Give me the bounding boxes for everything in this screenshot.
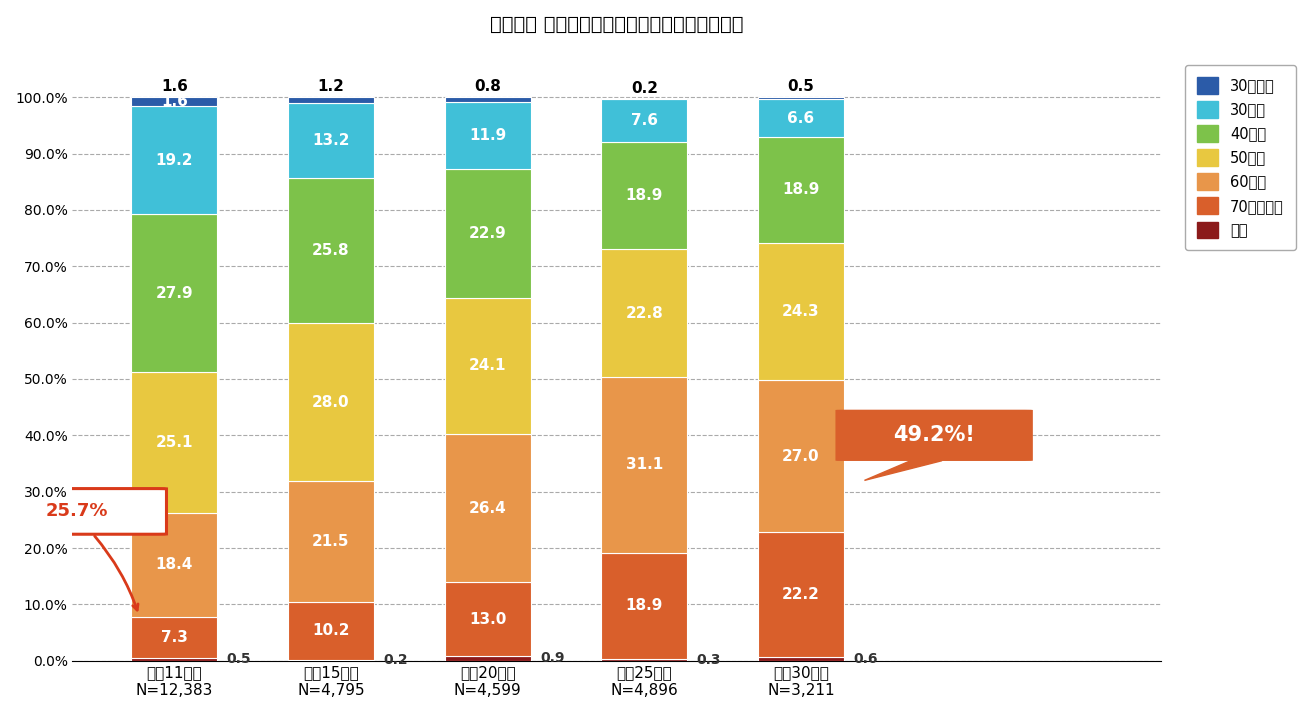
Bar bbox=[601, 659, 688, 661]
Text: 6.6: 6.6 bbox=[788, 111, 815, 125]
FancyBboxPatch shape bbox=[0, 488, 166, 534]
Bar bbox=[445, 298, 530, 434]
Bar bbox=[601, 143, 688, 249]
Bar bbox=[287, 481, 374, 602]
Text: 0.2: 0.2 bbox=[630, 81, 658, 96]
Bar bbox=[287, 178, 374, 323]
Text: 22.9: 22.9 bbox=[469, 226, 507, 241]
Bar bbox=[131, 617, 217, 658]
Polygon shape bbox=[864, 461, 942, 481]
Text: 7.3: 7.3 bbox=[161, 630, 187, 645]
Text: 22.2: 22.2 bbox=[783, 588, 820, 602]
Text: 28.0: 28.0 bbox=[312, 394, 350, 409]
Text: 13.2: 13.2 bbox=[312, 133, 350, 148]
Text: 25.8: 25.8 bbox=[312, 243, 350, 258]
Text: 27.0: 27.0 bbox=[783, 448, 820, 463]
Text: 1.2: 1.2 bbox=[317, 79, 344, 94]
Text: 13.0: 13.0 bbox=[469, 612, 506, 627]
Text: 1.6: 1.6 bbox=[161, 94, 187, 109]
Bar bbox=[445, 97, 530, 102]
Bar bbox=[601, 249, 688, 377]
Bar bbox=[601, 377, 688, 553]
Bar bbox=[445, 102, 530, 169]
Text: 21.5: 21.5 bbox=[312, 534, 350, 549]
Text: 25.1: 25.1 bbox=[156, 435, 194, 450]
Bar bbox=[131, 371, 217, 513]
Text: 24.3: 24.3 bbox=[783, 304, 820, 319]
Bar bbox=[758, 100, 844, 137]
Text: 0.8: 0.8 bbox=[474, 79, 500, 94]
Bar bbox=[601, 98, 688, 100]
Text: 22.8: 22.8 bbox=[625, 306, 663, 321]
Text: 27.9: 27.9 bbox=[156, 285, 194, 301]
Bar bbox=[758, 97, 844, 100]
Text: 25.7%: 25.7% bbox=[46, 503, 108, 520]
Bar bbox=[758, 137, 844, 243]
Text: 0.5: 0.5 bbox=[226, 652, 251, 667]
Text: 1.6: 1.6 bbox=[161, 79, 187, 94]
Text: 19.2: 19.2 bbox=[156, 153, 194, 168]
Text: 11.9: 11.9 bbox=[469, 128, 506, 143]
Bar bbox=[601, 100, 688, 143]
Bar bbox=[445, 434, 530, 583]
Bar bbox=[287, 103, 374, 178]
Text: 18.9: 18.9 bbox=[625, 598, 663, 613]
Bar bbox=[601, 553, 688, 659]
Bar bbox=[131, 513, 217, 617]
Bar bbox=[131, 97, 217, 106]
Text: 24.1: 24.1 bbox=[469, 358, 507, 373]
Bar bbox=[131, 658, 217, 661]
Bar bbox=[758, 380, 844, 533]
Title: 【表１】 マンション居住の状況・世帯主の年齢: 【表１】 マンション居住の状況・世帯主の年齢 bbox=[490, 15, 744, 34]
Text: 0.9: 0.9 bbox=[540, 651, 564, 665]
Bar bbox=[758, 533, 844, 657]
Text: 18.4: 18.4 bbox=[156, 558, 192, 573]
Bar bbox=[445, 583, 530, 656]
Bar bbox=[287, 602, 374, 660]
Bar bbox=[131, 215, 217, 371]
Bar bbox=[131, 106, 217, 215]
Text: 49.2%!: 49.2%! bbox=[893, 426, 975, 446]
Text: 0.2: 0.2 bbox=[384, 653, 408, 667]
Text: 10.2: 10.2 bbox=[312, 623, 350, 638]
Bar bbox=[758, 657, 844, 661]
Text: 31.1: 31.1 bbox=[625, 458, 663, 473]
Bar bbox=[287, 97, 374, 103]
Bar bbox=[287, 660, 374, 661]
Bar bbox=[758, 243, 844, 380]
Legend: 30歳未満, 30歳代, 40歳代, 50歳代, 60歳代, 70歳代以上, 不明: 30歳未満, 30歳代, 40歳代, 50歳代, 60歳代, 70歳代以上, 不… bbox=[1184, 65, 1296, 250]
Bar bbox=[445, 169, 530, 298]
Text: 0.6: 0.6 bbox=[854, 652, 878, 666]
Text: 26.4: 26.4 bbox=[469, 501, 507, 515]
Text: 7.6: 7.6 bbox=[630, 113, 658, 128]
Text: 0.3: 0.3 bbox=[697, 653, 722, 667]
Bar bbox=[445, 656, 530, 661]
Text: 18.9: 18.9 bbox=[625, 188, 663, 203]
Bar bbox=[287, 323, 374, 481]
Text: 18.9: 18.9 bbox=[783, 183, 820, 198]
FancyBboxPatch shape bbox=[836, 410, 1034, 461]
Text: 0.5: 0.5 bbox=[788, 79, 814, 94]
